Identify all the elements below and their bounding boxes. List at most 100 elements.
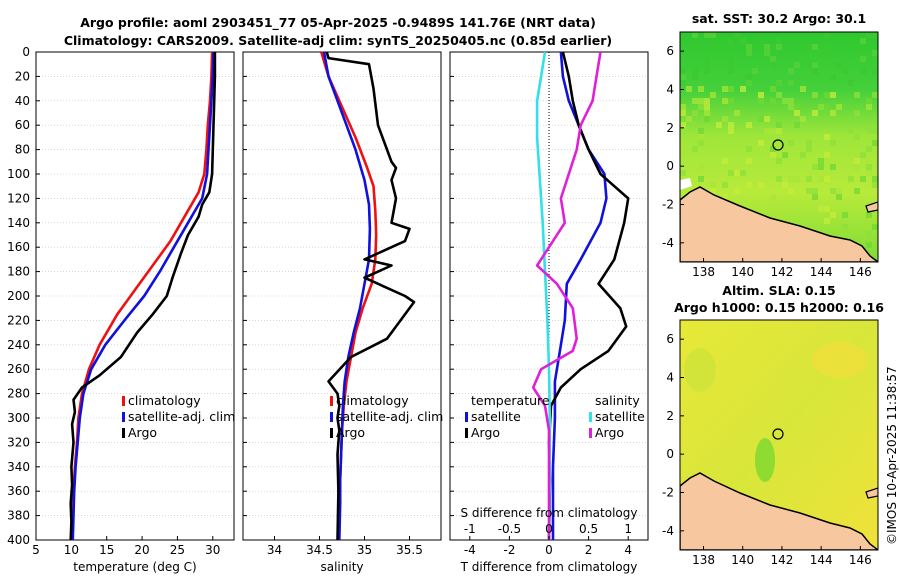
sst-pixel: [860, 176, 866, 182]
sst-pixel: [728, 170, 734, 176]
sst-pixel: [860, 50, 866, 56]
depth-tick-label: 220: [7, 313, 30, 327]
sst-pixel: [710, 32, 716, 38]
sst-pixel: [728, 128, 734, 134]
sst-pixel: [680, 104, 686, 110]
temperature-xlabel: temperature (deg C): [73, 560, 196, 574]
series-line-salinity-argo: [531, 51, 602, 540]
legend-swatch-argo: [122, 428, 125, 438]
sst-pixel: [812, 92, 818, 98]
sst-pixel: [746, 146, 752, 152]
top-tick-label: -1: [464, 522, 476, 536]
sst-pixel: [746, 182, 752, 188]
depth-tick-label: 80: [15, 143, 30, 157]
sst-pixel: [818, 206, 824, 212]
sst-pixel: [680, 152, 686, 158]
sst-pixel: [722, 194, 728, 200]
sst-pixel: [692, 122, 698, 128]
sst-pixel: [776, 122, 782, 128]
top-tick-label: -0.5: [498, 522, 521, 536]
x-tick-label: 25: [170, 543, 185, 557]
sst-pixel: [692, 98, 698, 104]
sst-pixel: [806, 146, 812, 152]
sst-pixel: [770, 152, 776, 158]
sst-pixel: [800, 86, 806, 92]
depth-tick-label: 120: [7, 191, 30, 205]
sst-argo-position-marker: [772, 139, 784, 151]
sst-pixel: [788, 104, 794, 110]
x-tick-label: 10: [64, 543, 79, 557]
sst-pixel: [872, 182, 878, 188]
sst-pixel: [722, 182, 728, 188]
x-tick-label: 34: [267, 543, 282, 557]
legend-swatch-s-argo: [589, 428, 592, 438]
sst-pixel: [812, 188, 818, 194]
sst-pixel: [752, 68, 758, 74]
depth-tick-label: 400: [7, 533, 30, 547]
sst-pixel: [770, 56, 776, 62]
sst-pixel: [824, 32, 830, 38]
sst-pixel: [746, 74, 752, 80]
sst-pixel: [686, 86, 692, 92]
sst-pixel: [854, 188, 860, 194]
sst-pixel: [728, 98, 734, 104]
sst-pixel: [710, 92, 716, 98]
sst-pixel: [794, 104, 800, 110]
depth-tick-label: 180: [7, 265, 30, 279]
legend-label-argo: Argo: [336, 425, 365, 440]
sla-low-anomaly: [755, 438, 775, 482]
series-line-argo: [325, 51, 416, 541]
sst-pixel: [728, 38, 734, 44]
difference-top-ticks: -1 -0.5 0 0.5 1: [464, 522, 632, 536]
sst-pixel: [758, 116, 764, 122]
sst-pixel: [836, 104, 842, 110]
sst-pixel: [854, 134, 860, 140]
sst-pixel: [722, 158, 728, 164]
sst-pixel: [692, 44, 698, 50]
sst-pixel: [680, 110, 686, 116]
sst-pixel: [770, 44, 776, 50]
sst-pixel: [698, 140, 704, 146]
legend-label-climatology: climatology: [128, 393, 201, 408]
depth-tick-label: 360: [7, 484, 30, 498]
sst-pixel: [830, 140, 836, 146]
x-tick-label: 30: [205, 543, 220, 557]
sla-map-subtitle: Argo h1000: 0.15 h2000: 0.16: [674, 300, 884, 315]
sst-pixel: [680, 74, 686, 80]
sst-pixel: [872, 140, 878, 146]
depth-tick-label: 0: [22, 45, 30, 59]
legend-swatch-argo: [330, 428, 333, 438]
sst-pixel: [704, 62, 710, 68]
legend-title-salinity: salinity: [595, 393, 640, 408]
sst-pixel: [860, 68, 866, 74]
sst-pixel: [692, 32, 698, 38]
s-difference-label: S difference from climatology: [461, 506, 638, 520]
sst-pixel: [824, 44, 830, 50]
sst-pixel: [746, 80, 752, 86]
sst-pixel: [866, 212, 872, 218]
sst-pixel: [848, 80, 854, 86]
sst-pixel: [872, 224, 878, 230]
sst-pixel: [848, 176, 854, 182]
depth-tick-label: 280: [7, 387, 30, 401]
sst-pixel: [728, 122, 734, 128]
map-x-tick-label: 144: [810, 265, 833, 279]
sst-pixel: [698, 128, 704, 134]
figure-title-line1: Argo profile: aoml 2903451_77 05-Apr-202…: [80, 15, 596, 31]
map-y-tick-label: -4: [662, 236, 674, 250]
legend-label-satellite: satellite-adj. clim: [128, 409, 235, 424]
map-x-tick-label: 138: [692, 553, 715, 567]
map-y-tick-label: 4: [666, 83, 674, 97]
sst-pixel: [776, 212, 782, 218]
sst-pixel: [818, 158, 824, 164]
sst-pixel: [728, 68, 734, 74]
sst-pixel: [854, 92, 860, 98]
map-x-tick-label: 140: [731, 265, 754, 279]
x-tick-label: 5: [32, 543, 40, 557]
sst-pixel: [800, 50, 806, 56]
depth-tick-label: 340: [7, 460, 30, 474]
sst-pixel: [770, 194, 776, 200]
legend-label-s-argo: Argo: [595, 425, 624, 440]
sst-pixel: [722, 86, 728, 92]
map-x-tick-label: 140: [731, 553, 754, 567]
